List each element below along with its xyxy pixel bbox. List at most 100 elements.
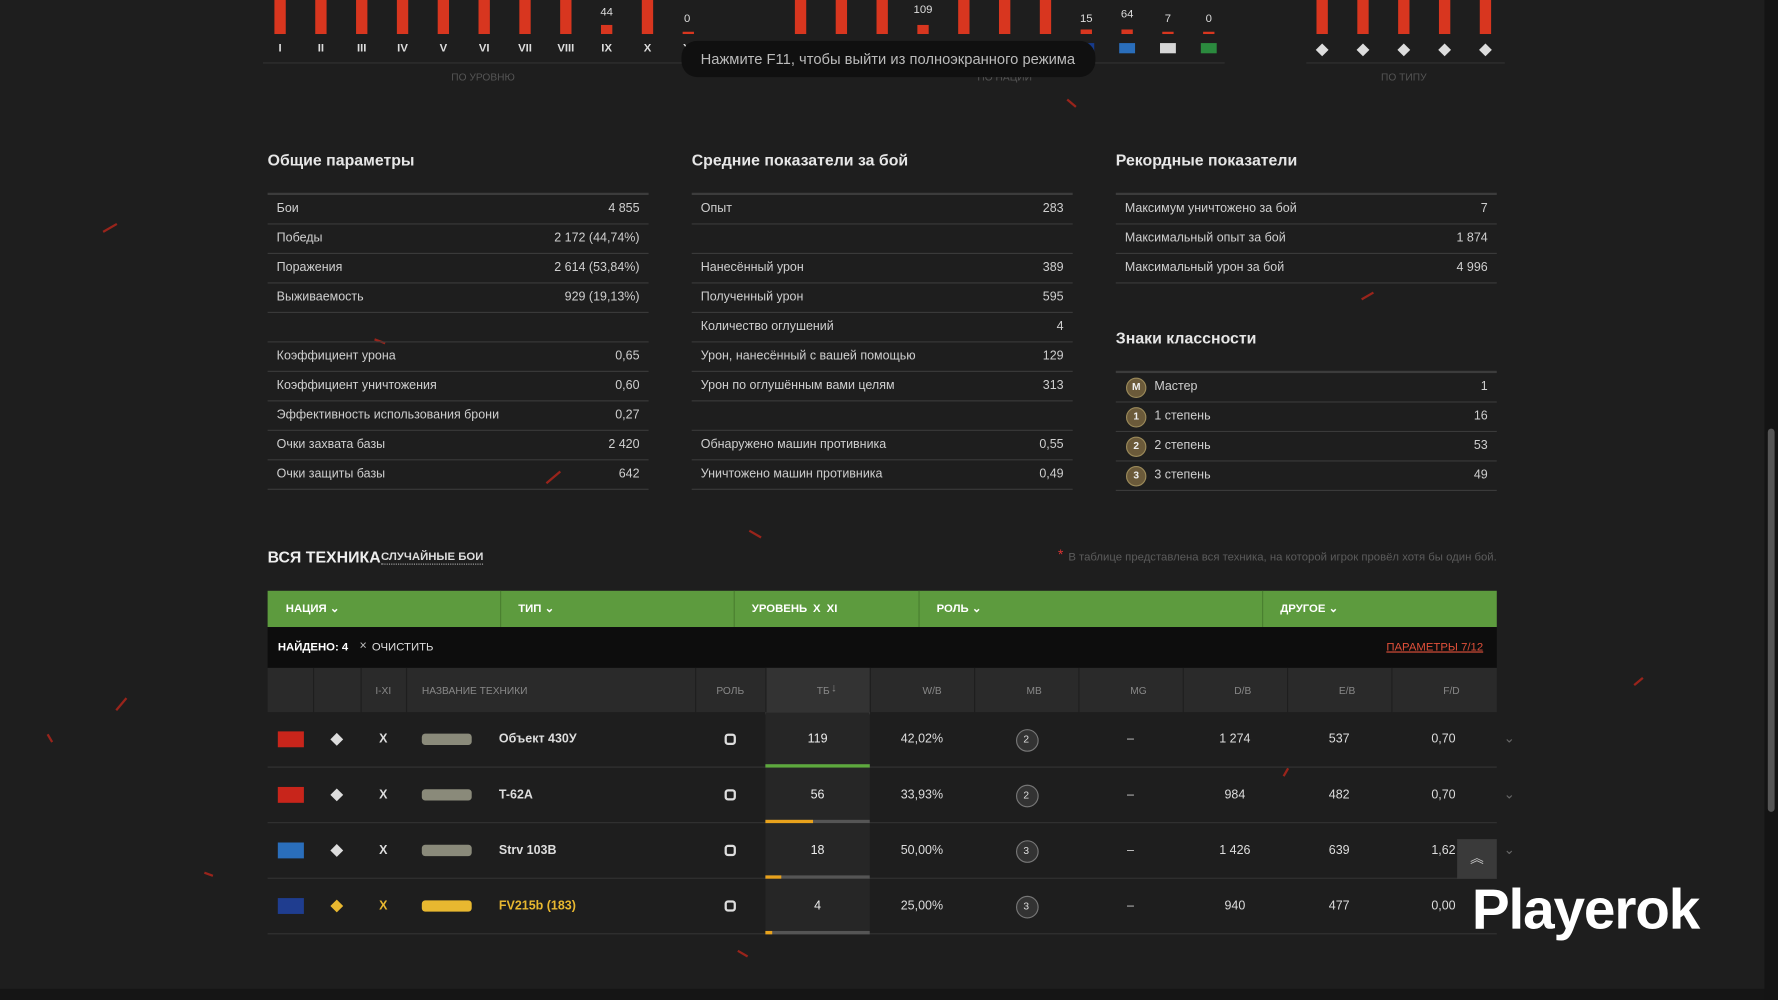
- tank-name[interactable]: T-62A: [498, 788, 533, 802]
- column-header[interactable]: F/D: [1443, 684, 1460, 697]
- column-header[interactable]: I-XI: [375, 684, 392, 697]
- params-link[interactable]: ПАРАМЕТРЫ 7/12: [1386, 641, 1484, 654]
- column-header[interactable]: ТБ: [816, 684, 830, 697]
- scroll-top-button[interactable]: ︽: [1457, 839, 1497, 879]
- row-line: [1115, 252, 1497, 255]
- level-count: 0: [684, 13, 691, 26]
- stat-label: Количество оглушений: [700, 319, 834, 334]
- level-label: III: [356, 42, 367, 55]
- stat-label: Уничтожено машин противника: [700, 467, 883, 481]
- stat-value: 929 (19,13%): [564, 290, 640, 304]
- nation-flag: [1200, 43, 1217, 54]
- level-bar: [641, 0, 654, 35]
- filter-value[interactable]: X: [813, 602, 821, 616]
- nation-count: 109: [913, 3, 933, 17]
- row-line: [691, 370, 1073, 372]
- stat-value: 7: [1480, 201, 1488, 216]
- nation-flag: [277, 898, 304, 914]
- level-bar: [519, 0, 531, 35]
- nation-bar: [1080, 29, 1092, 35]
- mb-value: 3: [1023, 900, 1030, 912]
- stat-label: Коэффициент уничтожения: [276, 378, 437, 393]
- type-icon: [1479, 43, 1492, 57]
- fd-value: 0,70: [1431, 732, 1456, 747]
- column-header[interactable]: МВ: [1026, 684, 1042, 697]
- stat-label: Эффективность использования брони: [276, 408, 500, 422]
- class-value: 49: [1473, 468, 1488, 482]
- column-header[interactable]: НАЗВАНИЕ ТЕХНИКИ: [421, 684, 528, 697]
- mode-select[interactable]: СЛУЧАЙНЫЕ БОИ: [381, 551, 484, 565]
- filter[interactable]: НАЦИЯ ⌄: [285, 602, 340, 616]
- row-line: [691, 252, 1073, 255]
- clear-button[interactable]: ОЧИСТИТЬ: [371, 641, 434, 654]
- db-value: 940: [1224, 899, 1246, 913]
- tank-name[interactable]: FV215b (183): [498, 899, 576, 913]
- level-label: IX: [601, 42, 613, 55]
- row-line: [267, 877, 1497, 879]
- column-header[interactable]: D/B: [1234, 684, 1252, 697]
- filter[interactable]: УРОВЕНЬ: [751, 602, 808, 616]
- table-top-line: [1115, 370, 1497, 374]
- stat-value: 283: [1042, 201, 1064, 216]
- tb-cell: [765, 767, 870, 823]
- spark: [203, 871, 214, 877]
- nation-flag: [277, 842, 304, 859]
- filter-value[interactable]: XI: [826, 602, 838, 616]
- type-bar: [1479, 0, 1492, 35]
- tb-value: 119: [807, 732, 828, 747]
- found-bar: [267, 627, 1497, 668]
- found-count: НАЙДЕНО: 4: [277, 641, 349, 654]
- nation-bar: [998, 0, 1011, 35]
- stat-label: Очки захвата базы: [276, 437, 386, 452]
- row-line: [267, 341, 649, 343]
- column-header[interactable]: W/B: [922, 684, 942, 697]
- class-value: 1: [1480, 379, 1488, 394]
- column-header[interactable]: РОЛЬ: [716, 684, 745, 697]
- nation-bar: [1121, 29, 1133, 35]
- level-label: V: [439, 42, 448, 55]
- class-label: 2 степень: [1154, 438, 1211, 453]
- filter[interactable]: ТИП ⌄: [518, 602, 555, 616]
- wb-value: 42,02%: [900, 732, 944, 747]
- row-line: [691, 459, 1073, 461]
- tank-image: [421, 789, 472, 801]
- fd-value: 0,70: [1431, 788, 1456, 802]
- level-bar: [478, 0, 490, 35]
- asterisk: *: [1057, 546, 1064, 563]
- level-bar: [560, 0, 572, 35]
- scrollbar[interactable]: [1764, 0, 1778, 1000]
- stat-value: 0,65: [615, 349, 640, 363]
- class-value: 16: [1473, 409, 1488, 423]
- mb-value: 2: [1023, 733, 1030, 745]
- eb-value: 537: [1328, 732, 1350, 747]
- mb-badge: [1016, 729, 1039, 752]
- mb-badge: [1016, 895, 1039, 919]
- filter[interactable]: ДРУГОЕ ⌄: [1280, 602, 1339, 616]
- tb-value: 56: [810, 788, 825, 802]
- col-sep: [1391, 667, 1393, 713]
- spark: [46, 733, 54, 743]
- col-sep: [974, 667, 976, 713]
- tank-image: [421, 733, 472, 745]
- level-bar: [356, 0, 368, 35]
- type-icon: [1356, 43, 1370, 57]
- row-line: [267, 822, 1497, 824]
- row-line: [267, 933, 1497, 935]
- expand-icon[interactable]: ⌄: [1503, 785, 1516, 802]
- spark: [1282, 767, 1290, 777]
- filter[interactable]: РОЛЬ ⌄: [936, 602, 982, 616]
- stat-label: Максимальный опыт за бой: [1124, 231, 1286, 245]
- tb-cell: [765, 823, 870, 878]
- level-bar: [600, 24, 613, 35]
- column-header[interactable]: E/B: [1338, 684, 1356, 697]
- type-icon: [330, 899, 344, 913]
- column-header[interactable]: MG: [1130, 684, 1147, 697]
- expand-icon[interactable]: ⌄: [1503, 841, 1516, 858]
- tank-name[interactable]: Объект 430У: [498, 732, 577, 747]
- watermark: Playerok: [1471, 877, 1700, 942]
- table-top-line: [1115, 192, 1497, 196]
- expand-icon[interactable]: ⌄: [1503, 730, 1516, 747]
- tb-cell: [765, 712, 870, 767]
- header-row: [267, 667, 1497, 713]
- tank-name[interactable]: Strv 103B: [498, 843, 557, 858]
